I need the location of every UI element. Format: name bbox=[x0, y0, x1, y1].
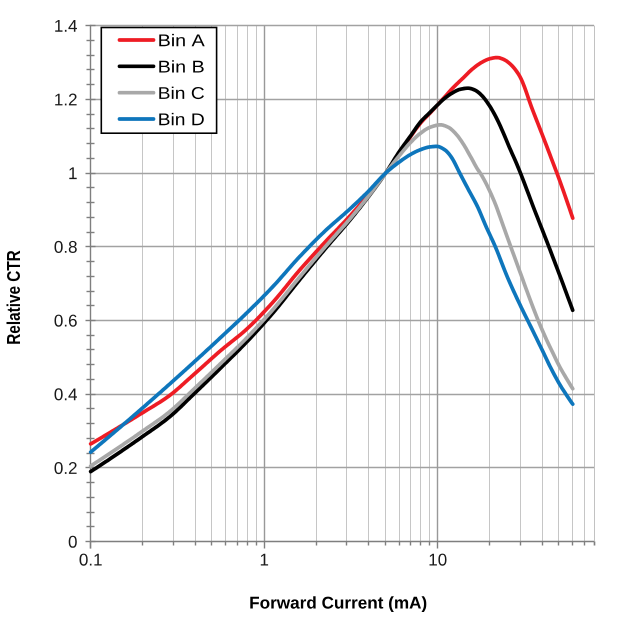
svg-text:Relative CTR: Relative CTR bbox=[4, 250, 24, 345]
